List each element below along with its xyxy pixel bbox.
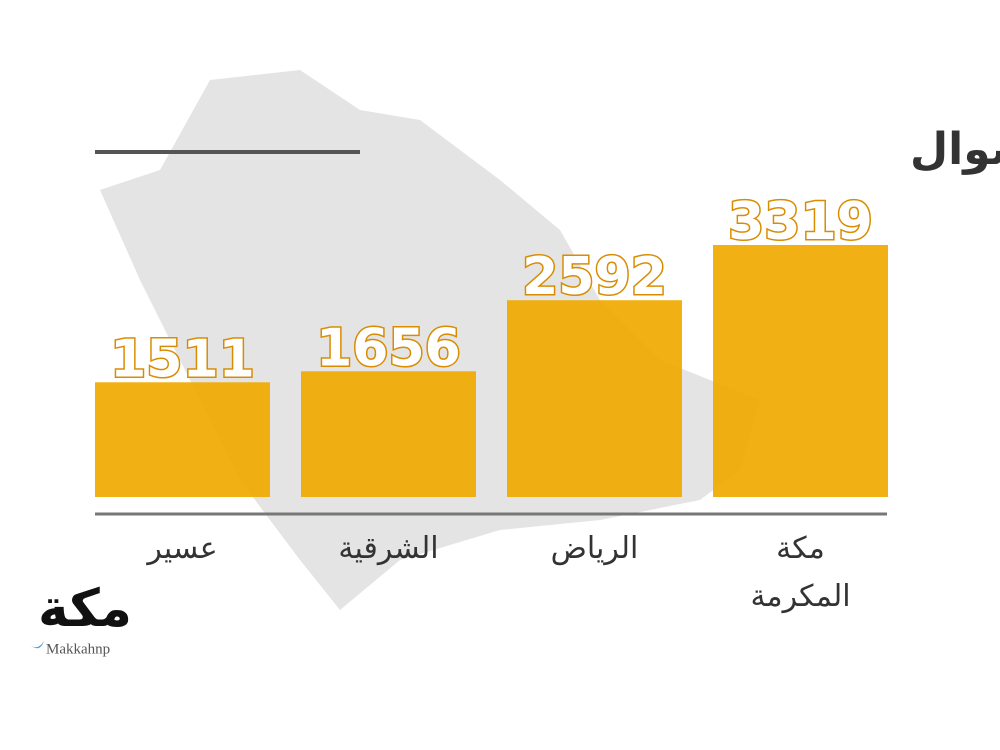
logo-handle: Makkahnp xyxy=(46,641,110,657)
x-tick-label: عسير xyxy=(147,531,218,566)
bar xyxy=(507,300,682,497)
bar xyxy=(95,382,270,497)
twitter-icon xyxy=(30,641,44,649)
value-label: 2592 xyxy=(522,247,667,307)
x-tick-label: مكة المكرمة xyxy=(750,531,851,614)
x-tick-label: الرياض xyxy=(550,531,639,566)
logo-name: مكة xyxy=(38,579,132,639)
bar xyxy=(301,371,476,497)
value-label: 3319 xyxy=(728,192,873,252)
value-label: 1656 xyxy=(316,318,461,378)
value-label: 1511 xyxy=(110,329,255,389)
chart-title: عقود النكاح خلال شوال xyxy=(910,124,1000,175)
bar xyxy=(713,245,888,497)
x-tick-label: الشرقية xyxy=(338,531,439,566)
